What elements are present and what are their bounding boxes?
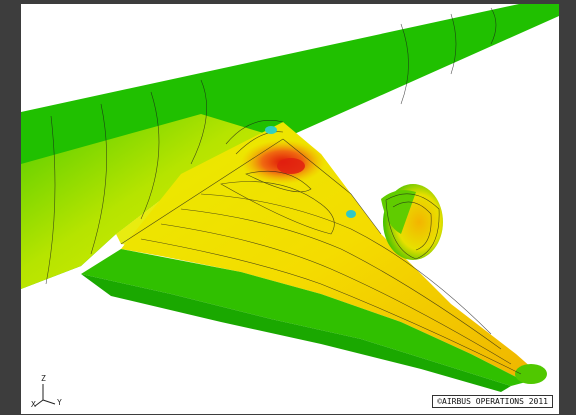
axis-triad-lines: [34, 384, 56, 407]
axis-z-label: Z: [41, 374, 46, 383]
nacelle-intake: [381, 190, 416, 234]
wing-upper-surface: [21, 4, 559, 289]
axis-y-label: Y: [57, 398, 62, 407]
junction-spot: [265, 126, 277, 134]
axis-x-label: X: [31, 400, 36, 409]
fairing-spot: [346, 210, 356, 218]
render-viewport: Z X Y ©AIRBUS OPERATIONS 2011: [21, 4, 559, 414]
lower-edge: [81, 274, 511, 392]
contour-lines: [45, 7, 522, 375]
pressure-peak-core: [277, 158, 305, 174]
cfd-pressure-render: [21, 4, 559, 392]
lower-fillet: [81, 249, 526, 386]
pylon-tip: [515, 364, 547, 384]
axis-triad: Z X Y: [31, 374, 71, 410]
copyright-notice: ©AIRBUS OPERATIONS 2011: [432, 395, 553, 408]
